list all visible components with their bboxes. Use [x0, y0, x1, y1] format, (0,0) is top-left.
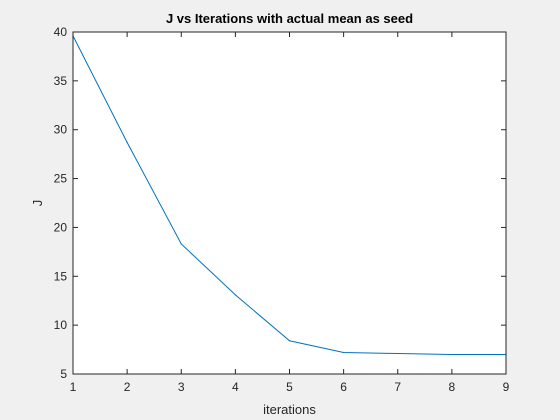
y-tick-label: 15: [54, 269, 68, 283]
x-axis-ticks: 1 2 3 4 5 6 7 8 9: [70, 32, 510, 394]
y-tick-label: 30: [54, 123, 68, 137]
y-axis-label: J: [30, 200, 45, 207]
plot-box: [72, 31, 507, 375]
y-tick-label: 25: [54, 172, 68, 186]
x-tick-label: 1: [70, 380, 77, 394]
y-axis-ticks: 5 10 15 20 25 30 35 40: [54, 25, 506, 381]
chart-title: J vs Iterations with actual mean as seed: [166, 11, 413, 26]
data-point: [397, 352, 399, 355]
data-point: [126, 141, 128, 144]
x-tick-label: 8: [449, 380, 456, 394]
y-tick-label: 5: [60, 367, 67, 381]
data-point: [451, 353, 453, 356]
plot-area: [73, 32, 506, 374]
x-tick-label: 9: [503, 380, 510, 394]
data-point: [343, 351, 345, 354]
x-tick-label: 2: [124, 380, 131, 394]
x-tick-label: 7: [394, 380, 401, 394]
x-tick-label: 6: [340, 380, 347, 394]
data-point: [288, 340, 291, 342]
y-tick-label: 40: [54, 25, 68, 39]
y-tick-label: 20: [54, 220, 68, 234]
y-tick-label: 35: [54, 74, 68, 88]
x-tick-label: 3: [178, 380, 185, 394]
x-axis-label: iterations: [263, 402, 316, 417]
data-point: [234, 294, 236, 296]
data-point: [180, 243, 182, 245]
x-tick-label: 5: [286, 380, 293, 394]
x-tick-label: 4: [232, 380, 239, 394]
y-tick-label: 10: [54, 318, 68, 332]
